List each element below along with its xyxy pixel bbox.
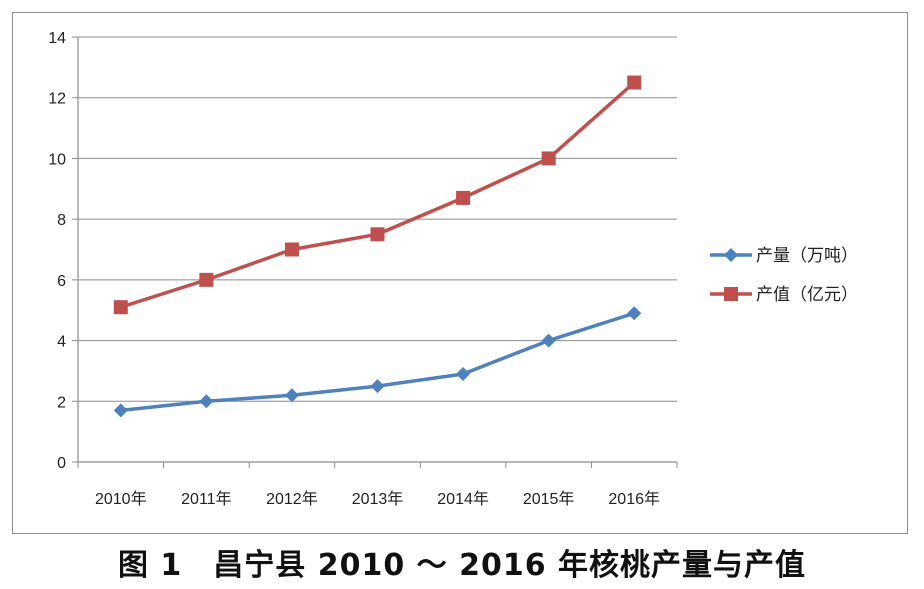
y-tick-label: 2 [57,394,66,411]
data-point-0-5 [541,333,556,348]
y-tick-label: 8 [57,212,66,229]
axes: 0 2 4 6 8 10 12 14 2010年 2011年 2012年 2013年 2014年 2015… [48,30,678,508]
x-tick-label: 2012年 [266,490,318,508]
x-tick-label: 2011年 [181,490,231,508]
figure-caption: 图 1 昌宁县 2010 ～ 2016 年核桃产量与产值 [117,548,807,583]
legend: 产量（万吨） 产值（亿元） [710,246,858,305]
data-point-0-3 [370,379,385,394]
data-point-0-1 [199,394,214,409]
legend-marker-1 [724,287,738,301]
data-point-1-6 [627,75,642,90]
series-line-0 [120,311,635,413]
data-point-0-2 [284,388,299,403]
chart-frame [12,12,908,534]
data-point-1-4 [456,190,471,205]
data-point-1-1 [199,272,214,287]
x-tick-label: 2010年 [95,490,147,508]
y-tick-label: 12 [48,91,66,108]
y-tick-label: 4 [57,334,66,351]
y-tick-label: 6 [57,273,66,290]
y-tick-label: 14 [48,30,66,47]
x-tick-label: 2016年 [608,490,660,508]
x-tick-label: 2015年 [523,490,575,508]
data-point-1-5 [541,151,556,166]
y-tick-label: 0 [57,455,66,472]
y-tick-label: 10 [48,151,66,168]
series-lines [113,75,642,418]
gridlines [78,36,677,402]
line-chart: 0 2 4 6 8 10 12 14 2010年 2011年 2012年 2013年 2014年 2015… [48,30,858,508]
series-line-1 [120,81,636,309]
legend-label-0: 产量（万吨） [756,246,858,266]
legend-label-1: 产值（亿元） [756,285,858,305]
x-tick-label: 2013年 [352,490,404,508]
data-point-1-0 [113,300,128,315]
data-point-0-0 [113,403,128,418]
data-point-0-4 [456,366,471,381]
x-tick-label: 2014年 [437,490,489,508]
data-point-1-3 [370,227,385,242]
data-point-0-6 [627,306,642,321]
data-point-1-2 [284,242,299,257]
legend-marker-0 [724,248,738,262]
